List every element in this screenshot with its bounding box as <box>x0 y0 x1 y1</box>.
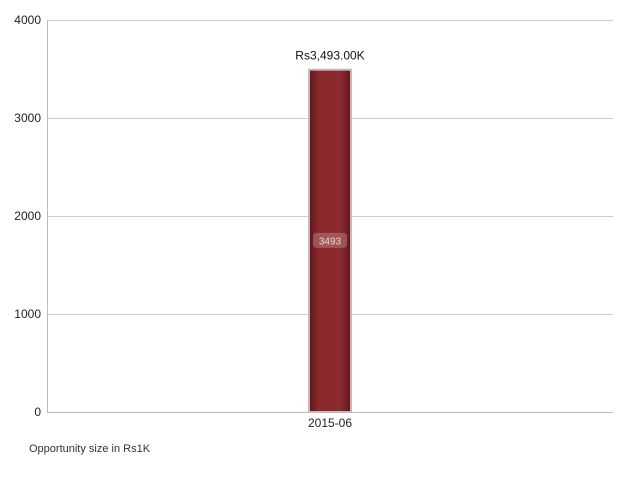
y-tick-label: 4000 <box>14 13 41 27</box>
x-tick-label: 2015-06 <box>308 416 352 430</box>
y-axis-ticks: 0 1000 2000 3000 4000 <box>14 13 41 419</box>
bar-inner-label: 3493 <box>319 236 342 247</box>
y-tick-label: 0 <box>34 405 41 419</box>
bar-value-label: Rs3,493.00K <box>295 49 364 63</box>
bars: Rs3,493.00K 3493 <box>295 49 365 413</box>
y-tick-label: 2000 <box>14 209 41 223</box>
y-tick-label: 1000 <box>14 307 41 321</box>
x-axis-ticks: 2015-06 <box>308 416 352 430</box>
bar-inner-label-bg <box>313 232 347 248</box>
y-tick-label: 3000 <box>14 111 41 125</box>
chart-footnote: Opportunity size in Rs1K <box>29 443 151 455</box>
